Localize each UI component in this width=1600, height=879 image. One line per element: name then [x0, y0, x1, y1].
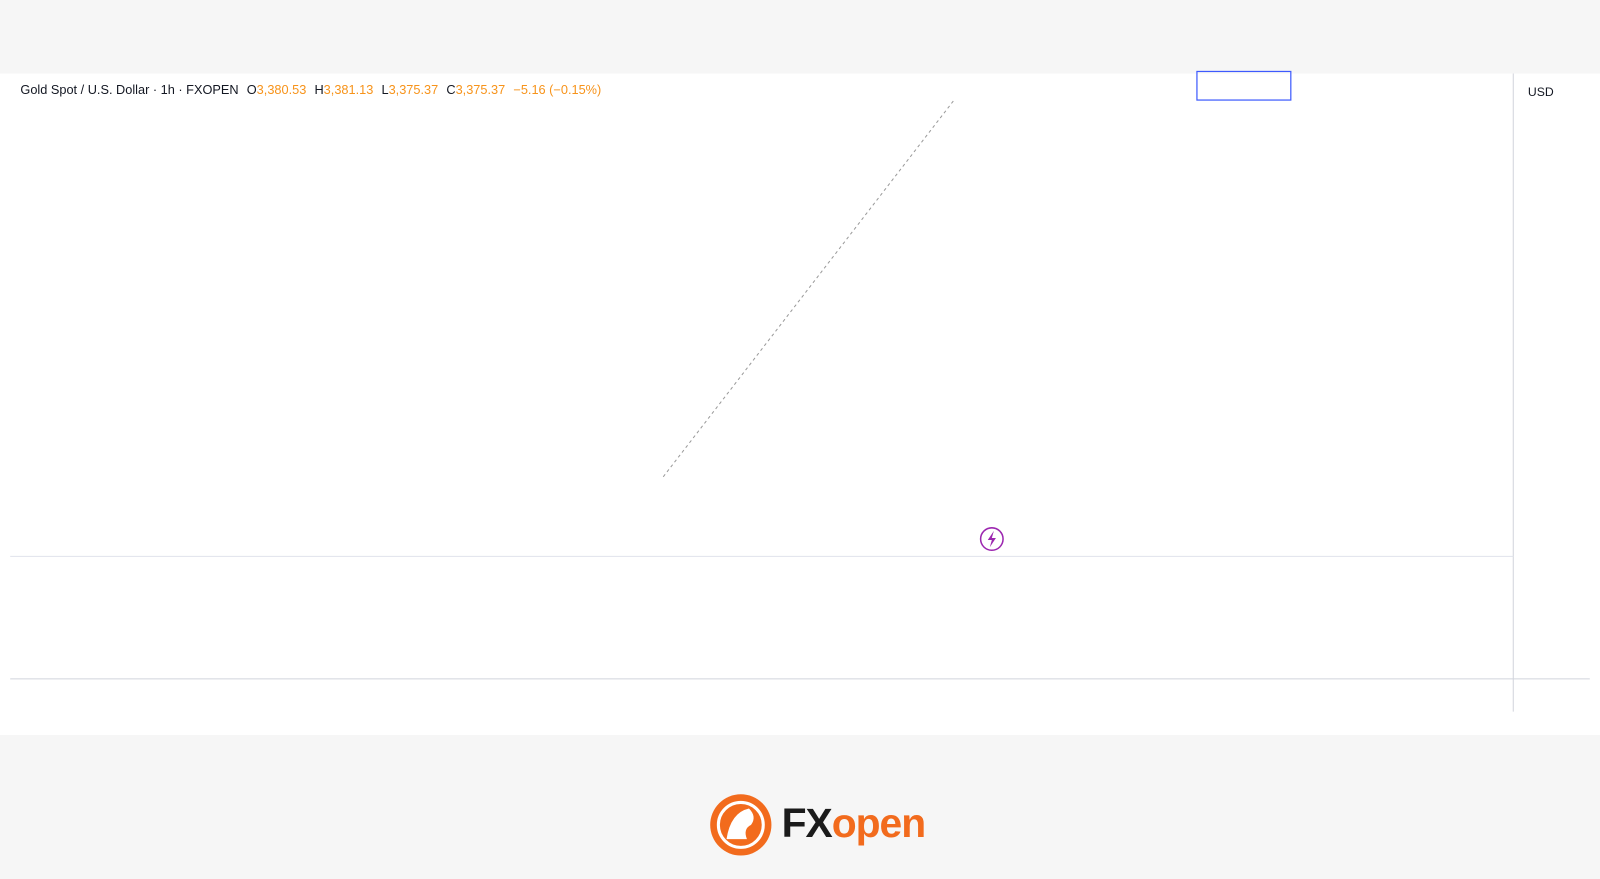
event-icon: [979, 527, 1004, 552]
ohlc-label: C: [446, 82, 455, 97]
logo-text: FXopen: [782, 800, 925, 846]
logo-fx: FX: [782, 800, 833, 846]
ohlc-label: O: [247, 82, 257, 97]
highlight-box: [1196, 70, 1292, 101]
currency-label: USD: [1528, 85, 1554, 99]
logo-open: open: [832, 800, 925, 846]
ohlc-value: 3,375.37: [389, 82, 439, 97]
ohlc-value: 3,381.13: [324, 82, 374, 97]
ohlc-change: −5.16 (−0.15%): [513, 82, 601, 97]
logo: FXopen: [710, 794, 926, 856]
ohlc-label: L: [381, 82, 388, 97]
logo-emblem-figure: [726, 808, 754, 840]
chart-header: Gold Spot / U.S. Dollar · 1h · FXOPEN O3,…: [20, 82, 601, 97]
ohlc-value: 3,380.53: [257, 82, 307, 97]
price-axis-background: [1513, 73, 1600, 736]
ohlc-label: H: [314, 82, 323, 97]
chart-title: Gold Spot / U.S. Dollar · 1h · FXOPEN: [20, 82, 238, 97]
ohlc-value: 3,375.37: [456, 82, 506, 97]
chart-background: [0, 73, 1600, 736]
event-icon-bolt: [987, 530, 996, 548]
logo-emblem-ring: [716, 800, 765, 849]
